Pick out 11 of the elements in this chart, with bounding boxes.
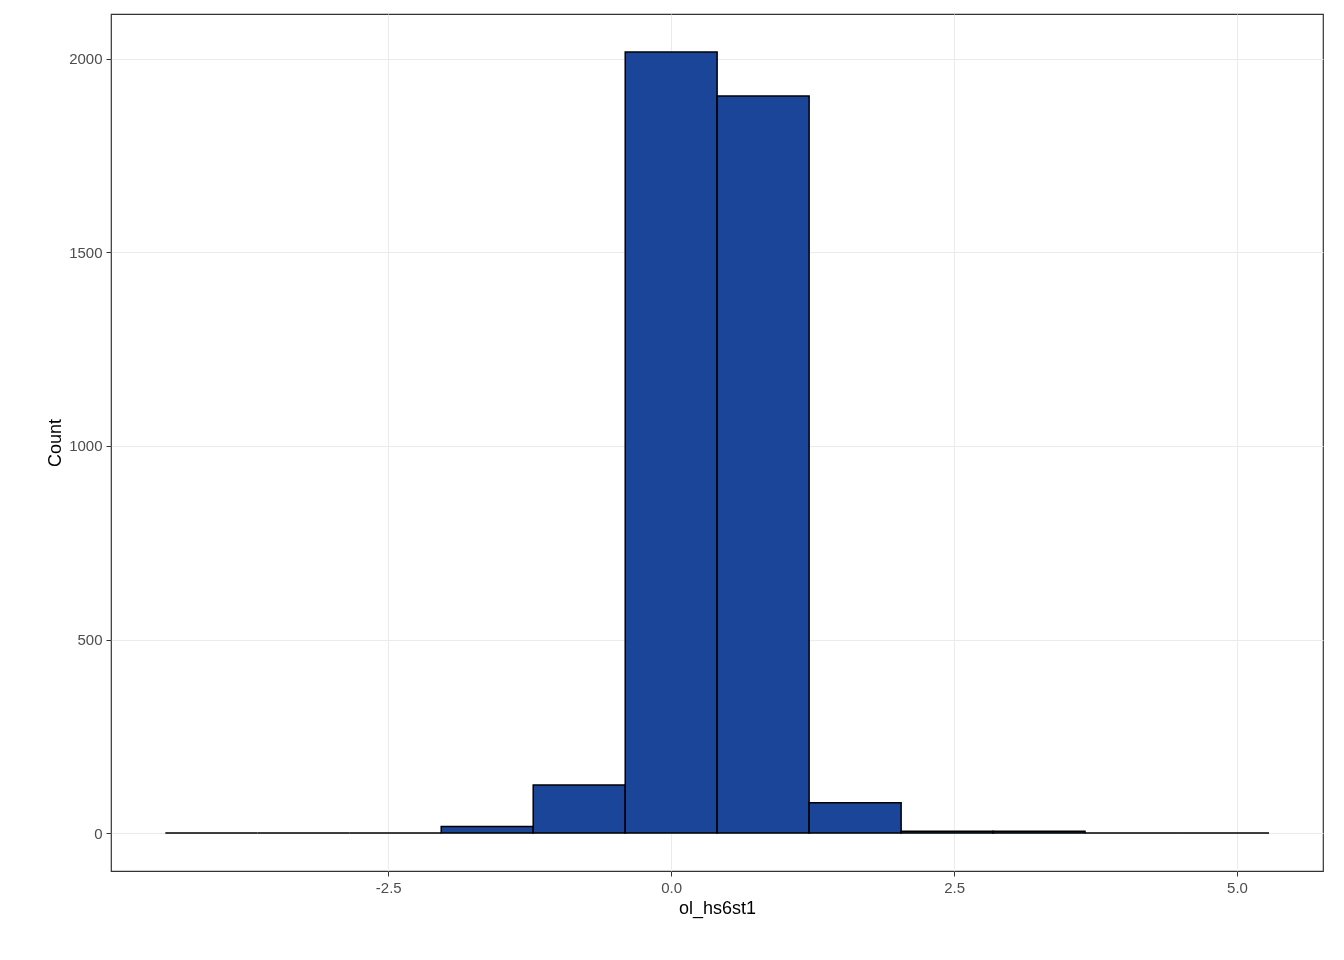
y-tick-label: 2000 [69,50,103,68]
y-tick-label: 1500 [69,243,103,261]
x-tick-label: -2.5 [375,878,402,896]
y-tick-label: 500 [77,631,103,649]
y-tick-label: 0 [94,824,103,842]
x-axis-title: ol_hs6st1 [678,897,757,919]
x-tick-label: 5.0 [1227,878,1248,896]
x-tick-label: 2.5 [944,878,966,896]
y-tick-label: 1000 [69,437,103,455]
x-tick-label: 0.0 [661,878,683,896]
y-axis-title: Count [45,418,66,468]
